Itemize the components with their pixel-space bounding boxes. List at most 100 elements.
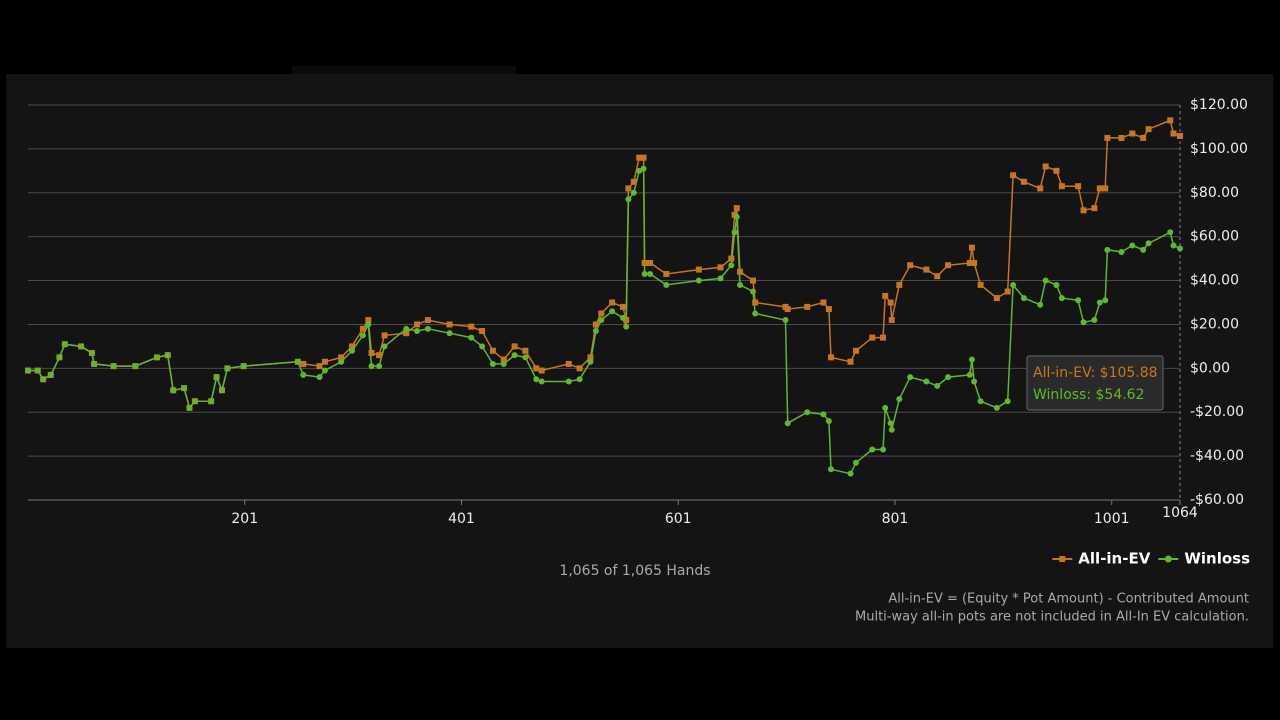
point: [479, 328, 486, 335]
point: [641, 270, 648, 277]
y-tick-label: $60.00: [1190, 229, 1239, 245]
point: [1145, 240, 1152, 247]
point: [1075, 183, 1082, 190]
point: [598, 310, 605, 317]
point: [623, 317, 630, 324]
point: [1080, 207, 1087, 214]
point: [1037, 301, 1044, 308]
point: [869, 446, 876, 453]
point: [191, 398, 198, 405]
point: [717, 264, 724, 271]
point: [349, 343, 356, 350]
y-tick-label: $20.00: [1190, 316, 1239, 332]
point: [945, 262, 952, 269]
point: [636, 154, 643, 161]
point: [1145, 126, 1152, 133]
point: [1075, 297, 1082, 304]
point: [47, 371, 54, 378]
point: [1102, 297, 1109, 304]
point: [619, 303, 626, 310]
point: [403, 325, 410, 332]
point: [852, 347, 859, 354]
point: [1004, 288, 1011, 295]
point: [1010, 281, 1017, 288]
point: [888, 317, 895, 324]
point: [365, 321, 372, 328]
point: [1104, 246, 1111, 253]
point: [630, 178, 637, 185]
point: [224, 365, 231, 372]
point: [971, 378, 978, 385]
point: [1096, 299, 1103, 306]
point: [365, 317, 372, 324]
point: [825, 306, 832, 313]
point: [424, 317, 431, 324]
point: [479, 343, 486, 350]
point: [1104, 134, 1111, 141]
point: [1102, 185, 1109, 192]
point: [896, 281, 903, 288]
point: [592, 328, 599, 335]
point: [1091, 205, 1098, 212]
point: [733, 213, 740, 220]
point: [565, 360, 572, 367]
point: [40, 376, 47, 383]
point: [132, 363, 139, 370]
point: [663, 270, 670, 277]
point: [368, 349, 375, 356]
point: [424, 325, 431, 332]
point: [728, 255, 735, 262]
point: [1042, 163, 1049, 170]
point: [880, 334, 887, 341]
point: [1170, 130, 1177, 137]
point: [752, 299, 759, 306]
point: [825, 418, 832, 424]
point: [1053, 167, 1060, 174]
point: [923, 378, 930, 385]
point: [1129, 130, 1136, 137]
point: [888, 426, 895, 433]
x-tick-label: 1064: [1162, 505, 1198, 521]
point: [1177, 132, 1183, 139]
point: [609, 308, 616, 315]
point: [630, 189, 637, 196]
legend-marker: [1059, 556, 1066, 562]
point: [294, 358, 301, 365]
point: [1042, 277, 1049, 284]
point: [993, 295, 1000, 302]
point: [625, 196, 632, 203]
point: [828, 466, 835, 473]
point: [640, 154, 647, 161]
point: [1118, 134, 1125, 141]
point: [587, 358, 594, 365]
point: [993, 404, 1000, 411]
point: [300, 360, 307, 367]
point: [1058, 295, 1065, 302]
point: [110, 363, 117, 370]
point: [737, 268, 744, 275]
point: [316, 374, 323, 381]
point: [966, 260, 973, 266]
point: [907, 262, 914, 269]
point: [321, 358, 328, 365]
point: [1167, 117, 1174, 124]
point: [923, 266, 930, 273]
point: [695, 277, 702, 284]
point: [218, 387, 225, 394]
point: [887, 420, 894, 427]
point: [1129, 242, 1136, 249]
legend-label: Winloss: [1184, 550, 1250, 568]
point: [733, 205, 740, 212]
point: [882, 292, 889, 299]
point: [468, 323, 475, 330]
point: [522, 354, 529, 361]
x-tick-label: 401: [448, 511, 475, 527]
point: [500, 360, 507, 367]
point: [750, 288, 757, 295]
point: [752, 310, 759, 317]
point: [88, 349, 95, 356]
point: [511, 343, 518, 350]
point: [403, 330, 410, 337]
point: [376, 352, 383, 359]
